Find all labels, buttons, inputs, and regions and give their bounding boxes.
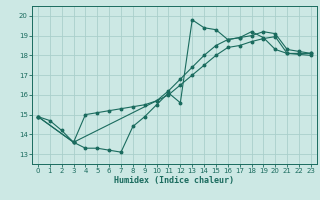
X-axis label: Humidex (Indice chaleur): Humidex (Indice chaleur): [115, 176, 234, 185]
